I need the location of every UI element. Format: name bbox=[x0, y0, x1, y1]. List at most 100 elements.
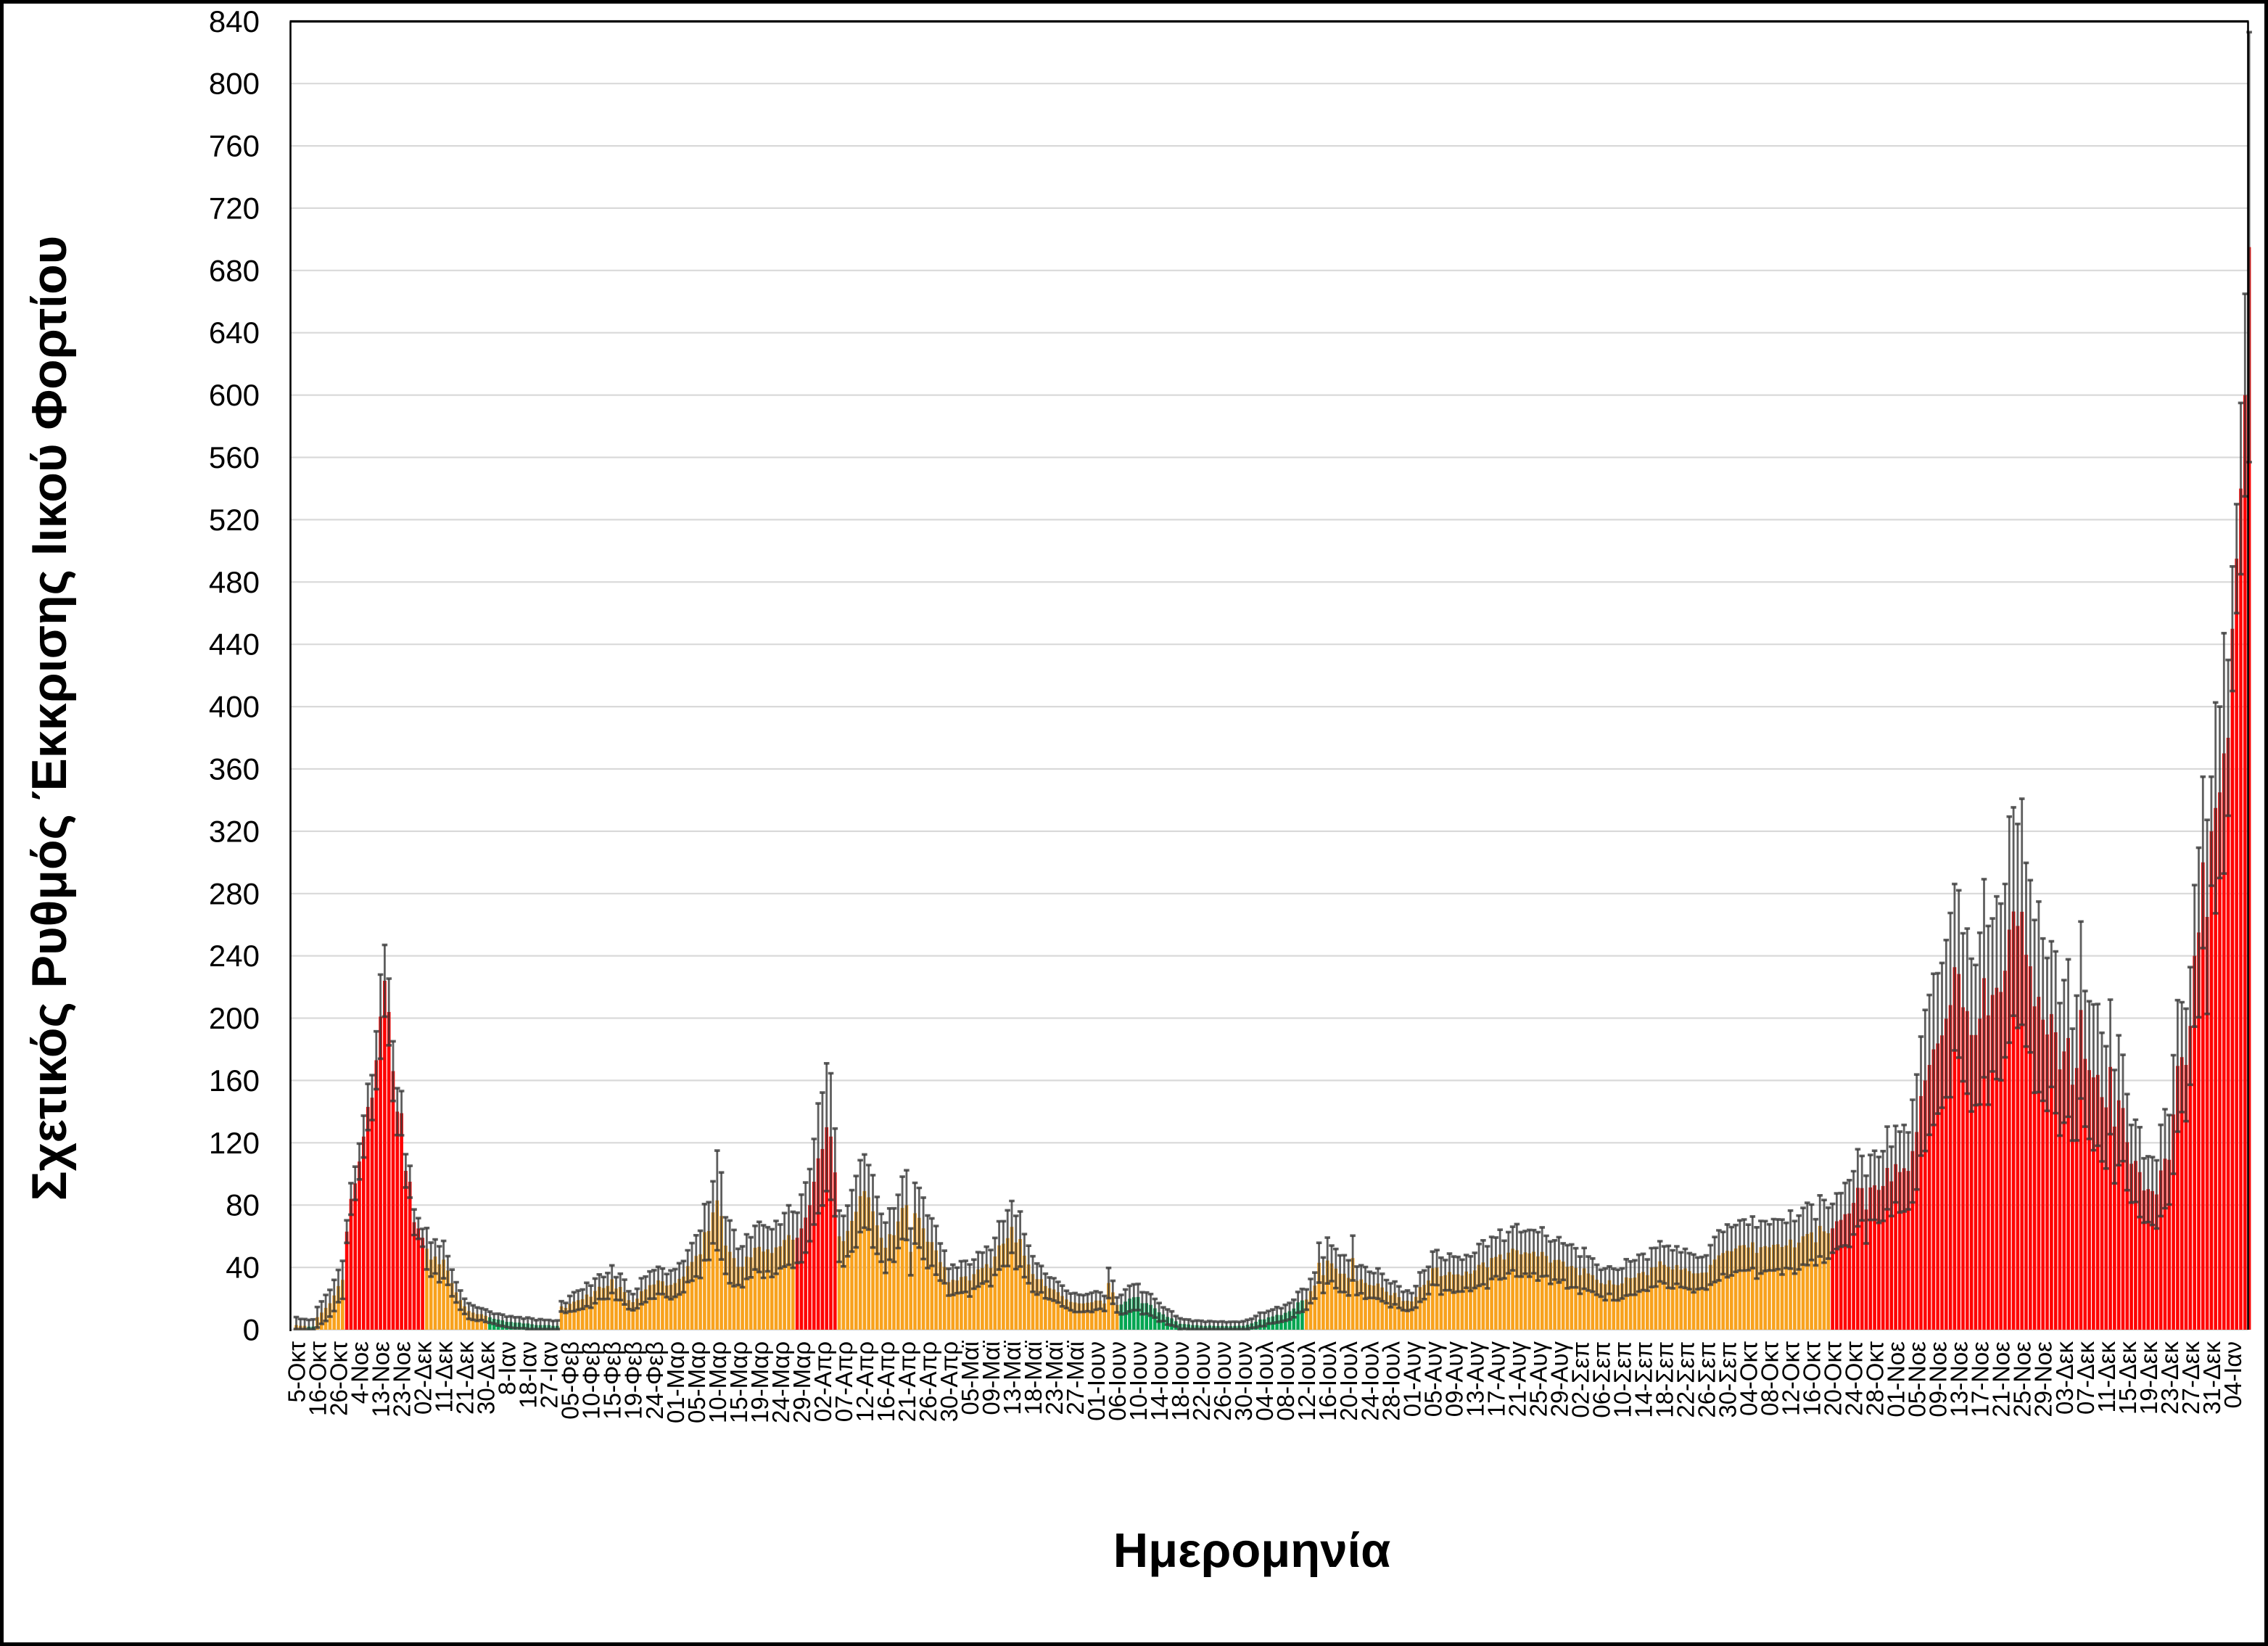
svg-text:800: 800 bbox=[209, 67, 260, 101]
svg-text:12-Απρ: 12-Απρ bbox=[851, 1341, 878, 1422]
svg-text:26-Σεπ: 26-Σεπ bbox=[1694, 1341, 1720, 1418]
svg-text:0: 0 bbox=[243, 1313, 260, 1347]
svg-text:07-Δεκ: 07-Δεκ bbox=[2072, 1341, 2099, 1415]
svg-text:280: 280 bbox=[209, 876, 260, 910]
svg-text:14-Ιουν: 14-Ιουν bbox=[1146, 1341, 1173, 1421]
svg-text:30-Σεπ: 30-Σεπ bbox=[1715, 1341, 1741, 1418]
svg-text:17-Αυγ: 17-Αυγ bbox=[1483, 1341, 1509, 1417]
svg-text:Ημερομηνία: Ημερομηνία bbox=[1113, 1523, 1391, 1578]
svg-text:09-Νοε: 09-Νοε bbox=[1925, 1341, 1952, 1417]
svg-text:02-Σεπ: 02-Σεπ bbox=[1567, 1341, 1593, 1418]
svg-text:05-Μαϊ: 05-Μαϊ bbox=[957, 1340, 984, 1415]
svg-text:10-Ιουν: 10-Ιουν bbox=[1125, 1341, 1152, 1421]
svg-text:24-Οκτ: 24-Οκτ bbox=[1841, 1341, 1868, 1416]
svg-text:19-Φεβ: 19-Φεβ bbox=[620, 1341, 647, 1420]
svg-text:27-Δεκ: 27-Δεκ bbox=[2177, 1341, 2204, 1415]
svg-text:120: 120 bbox=[209, 1126, 260, 1160]
svg-text:17-Νοε: 17-Νοε bbox=[1967, 1341, 1994, 1417]
svg-text:28-Οκτ: 28-Οκτ bbox=[1862, 1341, 1889, 1416]
svg-text:13-Νοε: 13-Νοε bbox=[1946, 1341, 1973, 1417]
svg-text:01-Μαρ: 01-Μαρ bbox=[662, 1341, 689, 1423]
svg-text:23-Μαϊ: 23-Μαϊ bbox=[1041, 1340, 1068, 1415]
svg-text:10-Μαρ: 10-Μαρ bbox=[704, 1341, 731, 1423]
svg-text:16-Οκτ: 16-Οκτ bbox=[305, 1341, 331, 1416]
svg-text:19-Μαρ: 19-Μαρ bbox=[746, 1341, 773, 1423]
svg-text:14-Σεπ: 14-Σεπ bbox=[1630, 1341, 1657, 1418]
svg-text:80: 80 bbox=[226, 1188, 260, 1222]
svg-text:01-Αυγ: 01-Αυγ bbox=[1398, 1341, 1425, 1417]
svg-text:680: 680 bbox=[209, 253, 260, 287]
svg-text:360: 360 bbox=[209, 752, 260, 786]
svg-text:16-Οκτ: 16-Οκτ bbox=[1799, 1341, 1826, 1416]
svg-text:200: 200 bbox=[209, 1001, 260, 1035]
svg-text:05-Μαρ: 05-Μαρ bbox=[683, 1341, 710, 1423]
svg-text:08-Ιουλ: 08-Ιουλ bbox=[1272, 1341, 1299, 1421]
svg-text:29-Νοε: 29-Νοε bbox=[2030, 1341, 2057, 1417]
svg-text:21-Δεκ: 21-Δεκ bbox=[452, 1341, 479, 1415]
svg-text:02-Απρ: 02-Απρ bbox=[809, 1341, 836, 1422]
svg-text:16-Ιουλ: 16-Ιουλ bbox=[1314, 1341, 1341, 1421]
svg-text:02-Δεκ: 02-Δεκ bbox=[410, 1341, 437, 1415]
svg-text:06-Ιουν: 06-Ιουν bbox=[1104, 1341, 1131, 1421]
svg-text:05-Αυγ: 05-Αυγ bbox=[1419, 1341, 1446, 1417]
svg-text:10-Φεβ: 10-Φεβ bbox=[578, 1341, 605, 1420]
svg-text:23-Νοε: 23-Νοε bbox=[389, 1341, 416, 1417]
svg-text:08-Οκτ: 08-Οκτ bbox=[1757, 1341, 1784, 1416]
svg-text:30-Δεκ: 30-Δεκ bbox=[473, 1341, 500, 1415]
svg-text:26-Ιουν: 26-Ιουν bbox=[1209, 1341, 1236, 1421]
svg-text:31-Δεκ: 31-Δεκ bbox=[2198, 1341, 2225, 1415]
svg-text:24-Ιουλ: 24-Ιουλ bbox=[1356, 1341, 1383, 1421]
svg-text:22-Σεπ: 22-Σεπ bbox=[1673, 1341, 1699, 1418]
svg-text:09-Αυγ: 09-Αυγ bbox=[1440, 1341, 1467, 1417]
svg-text:18-Σεπ: 18-Σεπ bbox=[1651, 1341, 1678, 1418]
svg-text:27-Μαϊ: 27-Μαϊ bbox=[1062, 1340, 1089, 1415]
svg-text:4-Νοε: 4-Νοε bbox=[347, 1341, 374, 1404]
svg-text:16-Απρ: 16-Απρ bbox=[873, 1341, 899, 1422]
svg-text:28-Ιουλ: 28-Ιουλ bbox=[1377, 1341, 1404, 1421]
svg-text:04-Ιουλ: 04-Ιουλ bbox=[1251, 1341, 1278, 1421]
svg-text:18-Ιαν: 18-Ιαν bbox=[515, 1341, 542, 1408]
svg-text:29-Αυγ: 29-Αυγ bbox=[1546, 1341, 1572, 1417]
svg-text:160: 160 bbox=[209, 1063, 260, 1098]
svg-text:25-Αυγ: 25-Αυγ bbox=[1525, 1341, 1551, 1417]
svg-text:11-Δεκ: 11-Δεκ bbox=[431, 1341, 458, 1413]
svg-text:21-Αυγ: 21-Αυγ bbox=[1504, 1341, 1530, 1417]
svg-text:06-Σεπ: 06-Σεπ bbox=[1588, 1341, 1615, 1418]
svg-text:09-Μαϊ: 09-Μαϊ bbox=[978, 1340, 1005, 1415]
svg-text:240: 240 bbox=[209, 939, 260, 973]
svg-text:18-Ιουν: 18-Ιουν bbox=[1167, 1341, 1194, 1421]
svg-text:15-Μαρ: 15-Μαρ bbox=[725, 1341, 752, 1423]
svg-text:40: 40 bbox=[226, 1251, 260, 1285]
svg-text:20-Οκτ: 20-Οκτ bbox=[1820, 1341, 1847, 1416]
svg-text:11-Δεκ: 11-Δεκ bbox=[2093, 1341, 2120, 1413]
svg-text:5-Οκτ: 5-Οκτ bbox=[284, 1341, 310, 1403]
svg-text:05-Φεβ: 05-Φεβ bbox=[557, 1341, 584, 1420]
svg-text:15-Δεκ: 15-Δεκ bbox=[2114, 1341, 2141, 1415]
svg-text:520: 520 bbox=[209, 503, 260, 537]
svg-text:25-Νοε: 25-Νοε bbox=[2009, 1341, 2036, 1417]
svg-text:24-Μαρ: 24-Μαρ bbox=[767, 1341, 794, 1423]
svg-text:22-Ιουν: 22-Ιουν bbox=[1188, 1341, 1215, 1421]
svg-text:760: 760 bbox=[209, 129, 260, 163]
svg-text:04-Οκτ: 04-Οκτ bbox=[1736, 1341, 1762, 1416]
svg-text:840: 840 bbox=[209, 4, 260, 38]
svg-text:23-Δεκ: 23-Δεκ bbox=[2156, 1341, 2183, 1415]
svg-text:07-Απρ: 07-Απρ bbox=[830, 1341, 857, 1422]
svg-text:20-Ιουλ: 20-Ιουλ bbox=[1335, 1341, 1362, 1421]
svg-text:30-Ιουν: 30-Ιουν bbox=[1230, 1341, 1257, 1421]
svg-text:01-Νοε: 01-Νοε bbox=[1883, 1341, 1910, 1417]
svg-text:13-Νοε: 13-Νοε bbox=[368, 1341, 395, 1417]
svg-text:03-Δεκ: 03-Δεκ bbox=[2051, 1341, 2078, 1415]
svg-text:18-Μαϊ: 18-Μαϊ bbox=[1020, 1340, 1047, 1415]
svg-text:29-Μαρ: 29-Μαρ bbox=[788, 1341, 815, 1423]
svg-text:26-Οκτ: 26-Οκτ bbox=[326, 1341, 352, 1416]
svg-text:640: 640 bbox=[209, 316, 260, 350]
svg-text:19-Δεκ: 19-Δεκ bbox=[2135, 1341, 2162, 1415]
svg-text:Σχετικός Ρυθμός Έκκρισης Ιικού: Σχετικός Ρυθμός Έκκρισης Ιικού Φορτίου bbox=[22, 236, 77, 1201]
svg-text:15-Φεβ: 15-Φεβ bbox=[599, 1341, 626, 1420]
svg-text:30-Απρ: 30-Απρ bbox=[936, 1341, 962, 1422]
svg-text:13-Αυγ: 13-Αυγ bbox=[1461, 1341, 1488, 1417]
svg-text:12-Ιουλ: 12-Ιουλ bbox=[1293, 1341, 1320, 1421]
svg-text:600: 600 bbox=[209, 378, 260, 412]
svg-text:720: 720 bbox=[209, 191, 260, 225]
